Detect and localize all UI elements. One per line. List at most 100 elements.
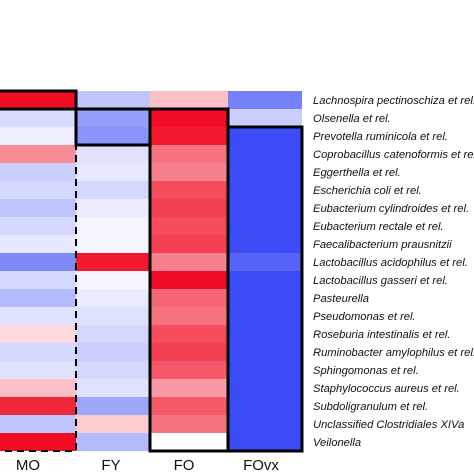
- row-label: Staphylococcus aureus et rel.: [313, 383, 460, 395]
- heatmap-cell: [228, 253, 302, 271]
- heatmap-cell: [150, 289, 228, 307]
- heatmap-cell: [0, 397, 76, 415]
- heatmap-cell: [228, 163, 302, 181]
- heatmap-cell: [228, 307, 302, 325]
- heatmap-cell: [0, 199, 76, 217]
- heatmap-cell: [150, 307, 228, 325]
- heatmap-cell: [76, 127, 150, 145]
- heatmap-cell: [76, 325, 150, 343]
- heatmap-cell: [76, 217, 150, 235]
- heatmap-cell: [76, 361, 150, 379]
- heatmap-cell: [76, 109, 150, 127]
- heatmap-cell: [0, 379, 76, 397]
- heatmap-cell: [150, 181, 228, 199]
- heatmap-cell: [150, 217, 228, 235]
- heatmap-cell: [150, 91, 228, 109]
- heatmap-cell: [76, 199, 150, 217]
- heatmap-cell: [150, 235, 228, 253]
- column-label: FY: [101, 457, 120, 474]
- heatmap-cell: [0, 109, 76, 127]
- column-label: FO: [174, 457, 195, 474]
- heatmap-cell: [76, 415, 150, 433]
- heatmap-cell: [76, 91, 150, 109]
- highlight-boxes: [0, 89, 304, 453]
- row-label: Roseburia intestinalis et rel.: [313, 329, 450, 341]
- heatmap-cell: [228, 109, 302, 127]
- row-label: Eggerthella et rel.: [313, 167, 401, 179]
- heatmap-cell: [228, 361, 302, 379]
- heatmap-cell: [228, 379, 302, 397]
- heatmap-cell: [0, 433, 76, 451]
- heatmap-cell: [228, 217, 302, 235]
- row-label: Prevotella ruminicola et rel.: [313, 131, 448, 143]
- row-label: Pseudomonas et rel.: [313, 311, 416, 323]
- heatmap-cell: [150, 361, 228, 379]
- heatmap-cell: [228, 289, 302, 307]
- heatmap-cell: [0, 217, 76, 235]
- heatmap-cell: [76, 145, 150, 163]
- heatmap-cell: [0, 181, 76, 199]
- heatmap-cell: [228, 145, 302, 163]
- heatmap-cell: [228, 271, 302, 289]
- heatmap-cell: [76, 307, 150, 325]
- row-label: Sphingomonas et rel.: [313, 365, 419, 377]
- row-label: Lachnospira pectinoschiza et rel.: [313, 95, 474, 107]
- heatmap-cell: [228, 397, 302, 415]
- heatmap-cell: [76, 163, 150, 181]
- heatmap-cell: [76, 289, 150, 307]
- row-label: Faecalibacterium prausnitzii: [313, 239, 452, 251]
- heatmap-cell: [228, 91, 302, 109]
- heatmap-cell: [0, 415, 76, 433]
- column-labels: MO FY FO FOvx: [16, 457, 279, 474]
- heatmap-cell: [150, 271, 228, 289]
- heatmap-cell: [150, 433, 228, 451]
- heatmap-cell: [0, 235, 76, 253]
- heatmap-cell: [228, 181, 302, 199]
- row-label: Unclassified Clostridiales XIVa: [313, 419, 464, 431]
- heatmap-cell: [150, 415, 228, 433]
- heatmap-cell: [150, 145, 228, 163]
- heatmap-cell: [76, 397, 150, 415]
- row-label: Olsenella et rel.: [313, 113, 391, 125]
- heatmap-cell: [0, 361, 76, 379]
- dashed-highlight-box: [0, 90, 77, 452]
- heatmap-cell: [228, 235, 302, 253]
- heatmap-cell: [150, 109, 228, 127]
- heatmap-cell: [76, 181, 150, 199]
- heatmap-cell: [0, 127, 76, 145]
- heatmap-cell: [228, 325, 302, 343]
- heatmap-cell: [150, 253, 228, 271]
- row-label: Veilonella: [313, 437, 361, 449]
- row-label: Lactobacillus gasseri et rel.: [313, 275, 448, 287]
- heatmap-cell: [76, 235, 150, 253]
- heatmap-cell: [228, 127, 302, 145]
- heatmap-cell: [150, 397, 228, 415]
- heatmap-cell: [0, 325, 76, 343]
- row-label: Eubacterium rectale et rel.: [313, 221, 444, 233]
- highlight-box: [226, 125, 304, 453]
- heatmap-cell: [0, 91, 76, 109]
- heatmap-cell: [76, 433, 150, 451]
- heatmap-cell: [76, 253, 150, 271]
- heatmap-cell: [0, 343, 76, 361]
- row-label: Lactobacillus acidophilus et rel.: [313, 257, 468, 269]
- heatmap-cell: [228, 433, 302, 451]
- row-label: Pasteurella: [313, 293, 369, 305]
- heatmap-cell: [0, 271, 76, 289]
- column-label: FOvx: [243, 457, 279, 474]
- heatmap-cell: [150, 199, 228, 217]
- heatmap-cell: [150, 343, 228, 361]
- row-label: Subdoligranulum et rel.: [313, 401, 428, 413]
- row-label: Ruminobacter amylophilus et rel.: [313, 347, 474, 359]
- heatmap-cell: [0, 253, 76, 271]
- column-label: MO: [16, 457, 40, 474]
- heatmap-cell: [228, 343, 302, 361]
- heatmap-cell: [0, 307, 76, 325]
- heatmap-cell: [76, 379, 150, 397]
- heatmap-cell: [150, 163, 228, 181]
- row-label: Eubacterium cylindroides et rel.: [313, 203, 469, 215]
- heatmap-cell: [150, 325, 228, 343]
- heatmap-cell: [228, 199, 302, 217]
- heatmap-cell: [150, 127, 228, 145]
